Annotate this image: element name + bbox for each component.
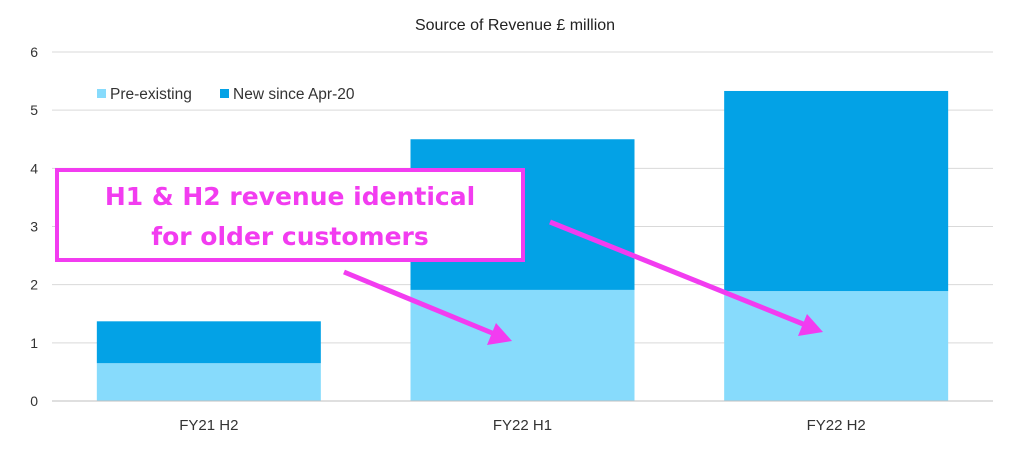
y-tick-label: 1 (30, 335, 38, 351)
bar-pre-existing-fy21-h2 (96, 363, 321, 401)
x-tick-label: FY22 H2 (807, 417, 866, 434)
chart-title: Source of Revenue £ million (415, 17, 615, 34)
bar-new-since-apr-20-fy22-h2 (724, 90, 949, 292)
x-tick-label: FY22 H1 (493, 417, 552, 434)
annotation-line-2: for older customers (151, 222, 429, 251)
annotation-box (55, 168, 525, 262)
annotation-arrowhead-h2 (798, 314, 823, 336)
y-axis-ticks: 0 1 2 3 4 5 6 (30, 44, 38, 409)
bar-pre-existing-fy22-h1 (410, 289, 635, 401)
legend-swatch-new-since-apr-20 (220, 89, 229, 98)
y-tick-label: 3 (30, 219, 38, 235)
legend: Pre-existing New since Apr-20 (97, 86, 355, 103)
x-axis-ticks: FY21 H2 FY22 H1 FY22 H2 (179, 417, 866, 434)
x-tick-label: FY21 H2 (179, 417, 238, 434)
annotation-line-1: H1 & H2 revenue identical (105, 182, 475, 211)
annotation-arrowhead-h1 (487, 323, 512, 345)
legend-label-new-since-apr-20: New since Apr-20 (233, 86, 355, 103)
annotation-arrow-h1 (343, 269, 498, 338)
annotation-arrows (343, 219, 823, 345)
y-tick-label: 4 (30, 160, 38, 176)
bar-new-since-apr-20-fy21-h2 (96, 321, 321, 364)
y-tick-label: 6 (30, 44, 38, 60)
legend-label-pre-existing: Pre-existing (110, 86, 192, 103)
y-tick-label: 5 (30, 102, 38, 118)
legend-swatch-pre-existing (97, 89, 106, 98)
annotation-callout: H1 & H2 revenue identical for older cust… (55, 168, 525, 262)
y-tick-label: 0 (30, 393, 38, 409)
annotation-arrow-h2 (549, 219, 809, 329)
y-tick-label: 2 (30, 277, 38, 293)
